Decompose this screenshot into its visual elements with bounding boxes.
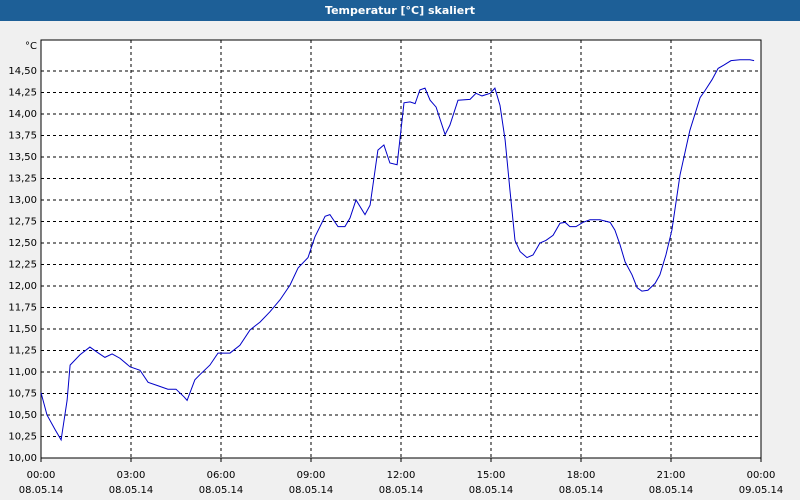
x-tick-date: 08.05.14 <box>469 485 514 496</box>
y-tick-label: 12,25 <box>8 259 37 270</box>
y-tick-label: 13,00 <box>8 195 37 206</box>
x-tick-date: 09.05.14 <box>739 485 784 496</box>
y-tick-label: 14,25 <box>8 87 37 98</box>
y-tick-label: 13,50 <box>8 152 37 163</box>
y-tick-label: 10,75 <box>8 388 37 399</box>
x-tick-label: 06:00 <box>207 470 236 481</box>
x-tick-date: 08.05.14 <box>379 485 424 496</box>
y-tick-label: 13,75 <box>8 130 37 141</box>
title-bar <box>0 0 800 21</box>
y-tick-label: 12,75 <box>8 216 37 227</box>
x-tick-date: 08.05.14 <box>19 485 64 496</box>
x-tick-label: 00:00 <box>27 470 56 481</box>
x-tick-date: 08.05.14 <box>649 485 694 496</box>
y-tick-label: 12,00 <box>8 281 37 292</box>
line-series <box>40 59 755 442</box>
y-tick-label: 10,25 <box>8 431 37 442</box>
x-tick-label: 00:00 <box>747 470 776 481</box>
x-tick-label: 18:00 <box>567 470 596 481</box>
x-tick-label: 12:00 <box>387 470 416 481</box>
x-tick-label: 03:00 <box>117 470 146 481</box>
y-tick-label: 10,50 <box>8 410 37 421</box>
chart-title: Temperatur [°C] skaliert <box>325 4 475 17</box>
x-tick-label: 21:00 <box>657 470 686 481</box>
x-tick-date: 08.05.14 <box>559 485 604 496</box>
y-tick-label: 11,50 <box>8 324 37 335</box>
y-tick-label: 14,50 <box>8 66 37 77</box>
y-unit: °C <box>25 41 37 52</box>
x-tick-label: 15:00 <box>477 470 506 481</box>
y-tick-label: 12,50 <box>8 238 37 249</box>
y-tick-label: 13,25 <box>8 173 37 184</box>
y-tick-label: 11,25 <box>8 345 37 356</box>
x-tick-date: 08.05.14 <box>289 485 334 496</box>
x-tick-label: 09:00 <box>297 470 326 481</box>
x-tick-date: 08.05.14 <box>199 485 244 496</box>
y-tick-label: 11,75 <box>8 302 37 313</box>
y-tick-label: 10,00 <box>8 453 37 464</box>
x-tick-date: 08.05.14 <box>109 485 154 496</box>
y-tick-label: 11,00 <box>8 367 37 378</box>
y-tick-label: 14,00 <box>8 109 37 120</box>
